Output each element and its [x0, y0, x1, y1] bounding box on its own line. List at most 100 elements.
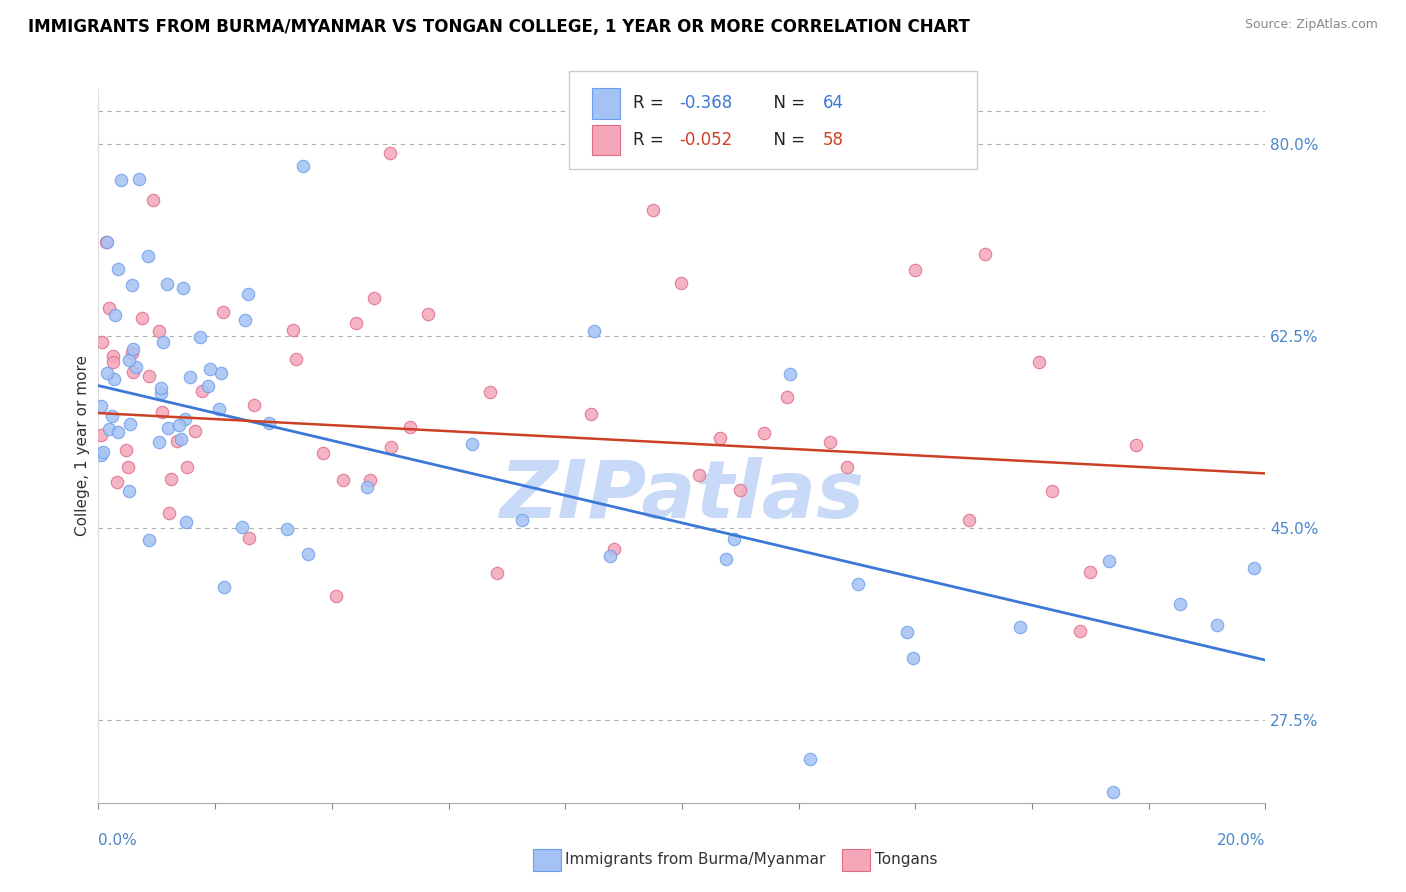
Point — [118, 417, 141, 431]
Point — [359, 473, 381, 487]
Point — [211, 305, 233, 319]
Text: -0.052: -0.052 — [679, 131, 733, 149]
Y-axis label: College, 1 year or more: College, 1 year or more — [75, 356, 90, 536]
Point — [104, 308, 127, 322]
Point — [157, 506, 180, 520]
Point — [356, 480, 378, 494]
Point — [110, 172, 132, 186]
Point — [118, 352, 141, 367]
Point — [716, 551, 738, 566]
Point — [418, 307, 440, 321]
Point — [754, 426, 776, 441]
Point — [200, 361, 222, 376]
Point — [176, 460, 198, 475]
Text: N =: N = — [763, 131, 811, 149]
Point — [172, 281, 194, 295]
Point — [1125, 438, 1147, 452]
Point — [243, 398, 266, 412]
Point — [209, 366, 232, 380]
Point — [90, 399, 112, 413]
Point — [125, 359, 148, 374]
Point — [233, 313, 256, 327]
Point — [97, 301, 120, 315]
Point — [281, 323, 304, 337]
Point — [641, 202, 664, 217]
Point — [1170, 597, 1192, 611]
Point — [1098, 554, 1121, 568]
Point — [136, 248, 159, 262]
Text: Tongans: Tongans — [875, 853, 936, 867]
Point — [581, 407, 603, 421]
Point — [131, 311, 153, 326]
Point — [512, 514, 534, 528]
Point — [90, 449, 112, 463]
Point — [380, 440, 402, 454]
Point — [276, 522, 298, 536]
Point — [91, 444, 114, 458]
Point — [311, 446, 333, 460]
Point — [730, 483, 752, 497]
Point — [128, 171, 150, 186]
Point — [485, 566, 508, 580]
Point — [1102, 785, 1125, 799]
Point — [332, 473, 354, 487]
Point — [91, 335, 114, 350]
Point — [208, 402, 231, 417]
Point — [1040, 484, 1063, 499]
Point — [896, 624, 918, 639]
Point — [378, 145, 401, 160]
Point — [1205, 617, 1227, 632]
Point — [231, 520, 253, 534]
Point — [1069, 624, 1091, 639]
Point — [150, 385, 173, 400]
Text: -0.368: -0.368 — [679, 95, 733, 112]
Point — [156, 421, 179, 435]
Point — [117, 460, 139, 475]
Point — [101, 355, 124, 369]
Point — [297, 547, 319, 561]
Point — [461, 437, 484, 451]
Point — [152, 335, 174, 350]
Text: 58: 58 — [823, 131, 844, 149]
Point — [121, 277, 143, 292]
Point — [776, 390, 799, 404]
Point — [96, 366, 118, 380]
Point — [238, 286, 260, 301]
Text: 20.0%: 20.0% — [1218, 833, 1265, 848]
Point — [166, 434, 188, 448]
Point — [167, 418, 190, 433]
Point — [904, 263, 927, 277]
Point — [1010, 620, 1032, 634]
Text: ZIPatlas: ZIPatlas — [499, 457, 865, 535]
Text: 0.0%: 0.0% — [98, 833, 138, 848]
Point — [103, 372, 125, 386]
Point — [669, 276, 692, 290]
Point — [176, 515, 198, 529]
Point — [101, 409, 124, 424]
Point — [156, 277, 179, 291]
Point — [121, 346, 143, 360]
Point — [285, 352, 308, 367]
Point — [105, 475, 128, 490]
Point — [957, 513, 980, 527]
Point — [94, 235, 117, 249]
Point — [212, 580, 235, 594]
Point — [799, 752, 821, 766]
Point — [709, 431, 731, 445]
Point — [142, 194, 165, 208]
Point — [901, 651, 924, 665]
Text: R =: R = — [633, 95, 669, 112]
Point — [583, 324, 606, 338]
Point — [101, 349, 124, 363]
Point — [138, 533, 160, 547]
Point — [846, 577, 869, 591]
Point — [160, 472, 183, 486]
Point — [148, 324, 170, 338]
Point — [723, 533, 745, 547]
Point — [344, 316, 367, 330]
Text: IMMIGRANTS FROM BURMA/MYANMAR VS TONGAN COLLEGE, 1 YEAR OR MORE CORRELATION CHAR: IMMIGRANTS FROM BURMA/MYANMAR VS TONGAN … — [28, 18, 970, 36]
Text: 64: 64 — [823, 95, 844, 112]
Point — [98, 422, 121, 436]
Point — [603, 542, 626, 557]
Point — [122, 342, 145, 356]
